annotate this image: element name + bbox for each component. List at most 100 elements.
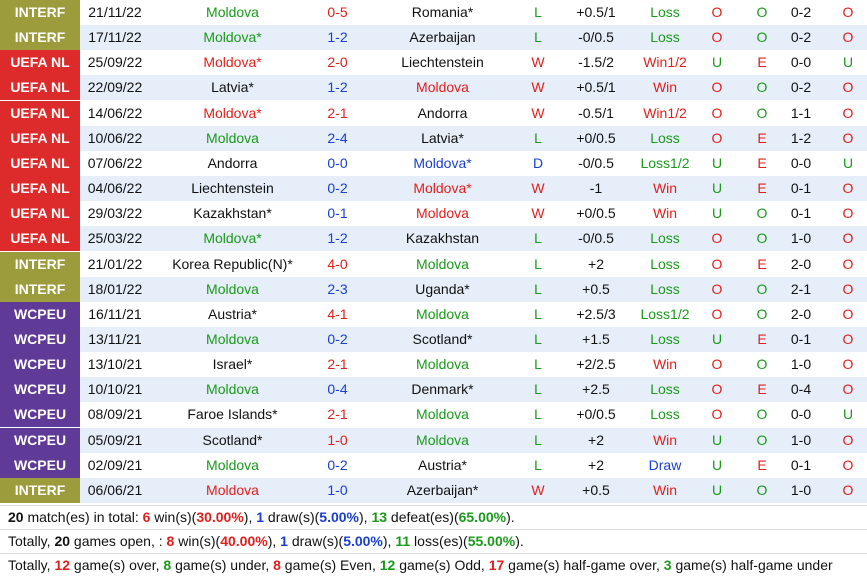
table-row: UEFA NL 07/06/22 Andorra 0-0 Moldova* D -0/0.5… xyxy=(0,150,867,177)
handicap-result: Loss xyxy=(650,29,680,46)
over-under: O xyxy=(711,79,723,96)
half-score: 0-0 xyxy=(790,154,812,171)
home-team: Moldova xyxy=(206,381,259,398)
half-score: 0-2 xyxy=(790,4,812,20)
half-over-under: O xyxy=(842,330,854,347)
odd-even: O xyxy=(756,481,768,498)
half-score: 0-1 xyxy=(790,205,812,222)
handicap: +2 xyxy=(588,456,604,473)
summary-text: 20 xyxy=(8,509,24,525)
home-team: Moldova* xyxy=(203,29,262,46)
half-score: 1-2 xyxy=(790,129,812,146)
score: 0-5 xyxy=(327,4,348,20)
competition: WCPEU xyxy=(0,301,80,327)
result: L xyxy=(534,129,542,146)
handicap: +2 xyxy=(588,255,604,272)
over-under: O xyxy=(711,356,723,373)
away-team: Azerbaijan* xyxy=(406,481,479,498)
competition: WCPEU xyxy=(0,377,80,403)
date: 18/01/22 xyxy=(87,280,143,297)
over-under: U xyxy=(711,330,723,347)
half-over-under: O xyxy=(842,280,854,297)
summary-text: game(s) Odd, xyxy=(395,557,489,573)
half-score: 2-0 xyxy=(790,255,812,272)
half-score: 0-2 xyxy=(790,79,812,96)
score: 2-3 xyxy=(327,280,348,297)
away-team: Liechtenstein xyxy=(401,54,484,71)
summary-text: 12 xyxy=(54,557,71,573)
over-under: O xyxy=(711,29,723,46)
handicap: +0/0.5 xyxy=(576,129,616,146)
over-under: O xyxy=(711,129,723,146)
competition: INTERF xyxy=(0,25,80,51)
over-under: O xyxy=(711,4,723,20)
home-team: Moldova* xyxy=(203,54,262,71)
date: 07/06/22 xyxy=(87,154,143,171)
summary-text: ), xyxy=(267,533,281,549)
half-over-under: O xyxy=(842,79,854,96)
half-over-under: O xyxy=(842,305,854,322)
summary-text: 17 xyxy=(488,557,505,573)
score: 2-4 xyxy=(327,129,348,146)
summary-row: 20 match(es) in total: 6 win(s)(30.00%),… xyxy=(0,505,867,529)
odd-even: O xyxy=(756,4,768,20)
handicap: +0.5 xyxy=(582,280,610,297)
summary-text: games open, : xyxy=(70,533,167,549)
handicap: +0.5/1 xyxy=(576,79,616,96)
handicap-result: Win xyxy=(652,205,678,222)
competition: INTERF xyxy=(0,251,80,277)
result: L xyxy=(534,230,542,247)
competition: UEFA NL xyxy=(0,50,80,76)
handicap-result: Win xyxy=(652,79,678,96)
away-team: Moldova xyxy=(416,406,469,423)
over-under: U xyxy=(711,431,723,448)
summary-text: 6 xyxy=(142,509,151,525)
away-team: Moldova xyxy=(416,255,469,272)
summary-text: game(s) half-game under xyxy=(671,557,833,573)
half-over-under: U xyxy=(842,154,854,171)
summary-text: game(s) Even, xyxy=(280,557,380,573)
half-over-under: O xyxy=(842,255,854,272)
over-under: O xyxy=(711,230,723,247)
over-under: U xyxy=(711,481,723,498)
away-team: Moldova xyxy=(416,356,469,373)
half-score: 0-1 xyxy=(790,456,812,473)
half-over-under: O xyxy=(842,381,854,398)
half-over-under: O xyxy=(842,431,854,448)
half-score: 0-1 xyxy=(790,180,812,197)
over-under: O xyxy=(711,255,723,272)
result: L xyxy=(534,305,542,322)
handicap-result: Win xyxy=(652,356,678,373)
half-score: 2-0 xyxy=(790,305,812,322)
odd-even: E xyxy=(757,129,767,146)
date: 22/09/22 xyxy=(87,79,143,96)
summary-line: 20 match(es) in total: 6 win(s)(30.00%),… xyxy=(8,506,515,529)
score: 1-2 xyxy=(327,230,348,247)
handicap-result: Win xyxy=(652,180,678,197)
competition: WCPEU xyxy=(0,352,80,378)
result: L xyxy=(534,280,542,297)
home-team: Liechtenstein xyxy=(191,180,274,197)
away-team: Andorra xyxy=(417,104,468,121)
handicap-result: Loss1/2 xyxy=(640,154,690,171)
score: 2-1 xyxy=(327,104,348,121)
summary-text: 13 xyxy=(371,509,388,525)
summary-text: 12 xyxy=(379,557,396,573)
home-team: Moldova xyxy=(206,481,259,498)
table-row: INTERF 18/01/22 Moldova 2-3 Uganda* L +0.5 Loss… xyxy=(0,276,867,303)
half-score: 1-0 xyxy=(790,481,812,498)
competition: WCPEU xyxy=(0,326,80,352)
summary-text: loss(es)( xyxy=(410,533,468,549)
table-row: INTERF 17/11/22 Moldova* 1-2 Azerbaijan L -0/0… xyxy=(0,25,867,52)
odd-even: E xyxy=(757,154,767,171)
home-team: Israel* xyxy=(212,356,253,373)
score: 4-1 xyxy=(327,305,348,322)
competition: INTERF xyxy=(0,477,80,503)
over-under: O xyxy=(711,305,723,322)
competition: UEFA NL xyxy=(0,100,80,126)
home-team: Latvia* xyxy=(211,79,254,96)
handicap-result: Loss1/2 xyxy=(640,305,690,322)
handicap: -1 xyxy=(589,180,603,197)
handicap-result: Loss xyxy=(650,230,680,247)
